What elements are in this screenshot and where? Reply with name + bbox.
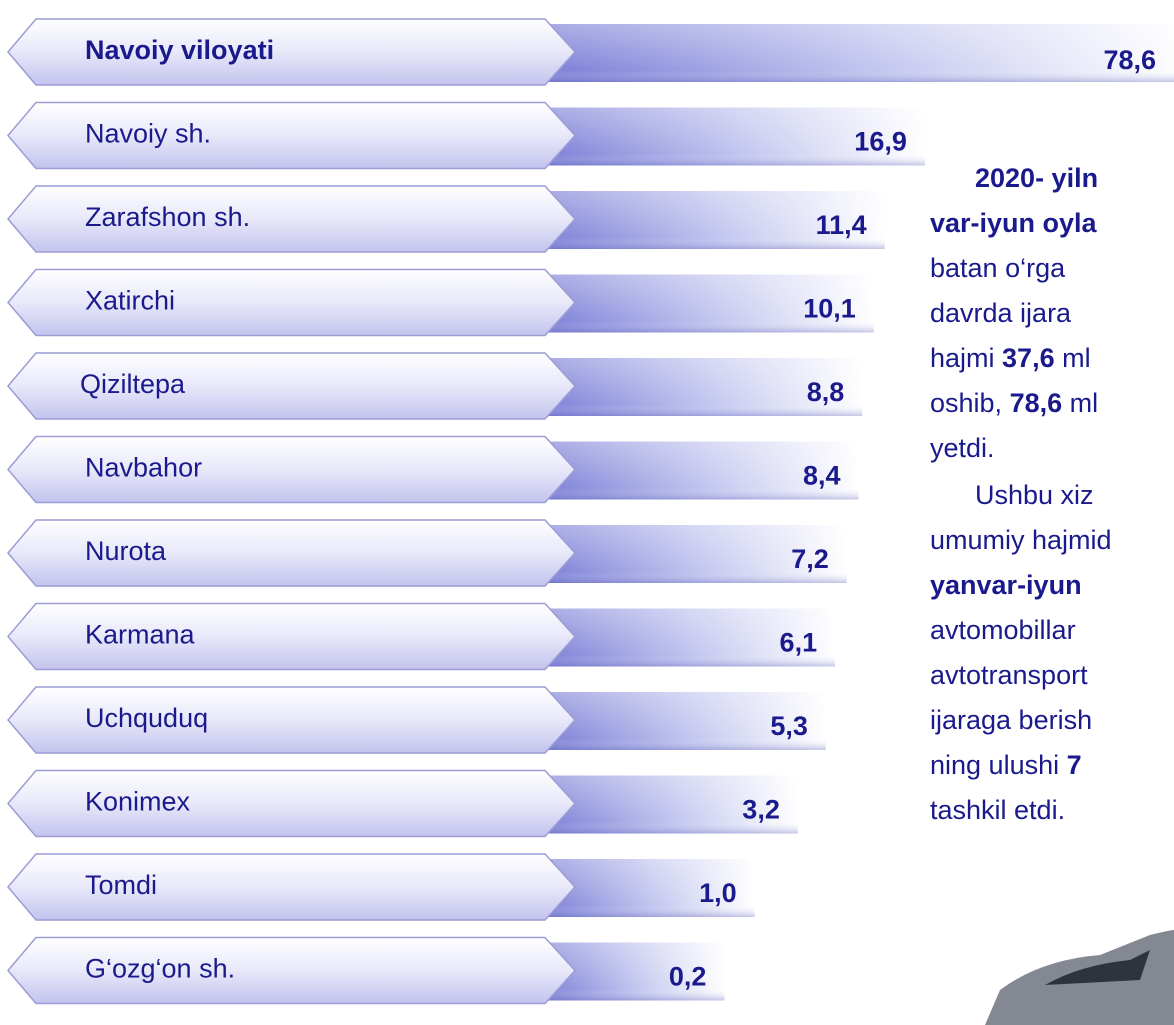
value-label: 8,4 (803, 461, 841, 491)
category-label: Xatirchi (85, 286, 175, 316)
text-segment: 37,6 (1002, 343, 1055, 373)
paragraph-line: oshib, 78,6 ml (930, 388, 1098, 418)
value-label: 16,9 (854, 127, 907, 157)
paragraph-line: hajmi 37,6 ml (930, 343, 1091, 373)
paragraph-line: umumiy hajmid (930, 525, 1112, 555)
value-label: 1,0 (699, 878, 737, 908)
paragraph-line: tashkil etdi. (930, 795, 1065, 825)
value-label: 6,1 (780, 628, 818, 658)
text-segment: Ushbu xiz (975, 480, 1094, 510)
value-label: 0,2 (669, 962, 707, 992)
paragraph-line: ijaraga berish (930, 705, 1092, 735)
paragraph-line: Ushbu xiz (975, 480, 1094, 510)
text-segment: davrda ijara (930, 298, 1072, 328)
paragraph-line: davrda ijara (930, 298, 1072, 328)
text-segment: hajmi (930, 343, 1002, 373)
value-label: 10,1 (803, 294, 856, 324)
paragraph-line: ning ulushi 7 (930, 750, 1082, 780)
value-label: 11,4 (816, 210, 867, 240)
text-segment: ijaraga berish (930, 705, 1092, 735)
chart: Navoiy viloyati 78,6 Navoiy sh. 16,9 Zarafsh… (0, 0, 1174, 1025)
paragraph-line: batan o‘rga (930, 253, 1066, 283)
text-segment: umumiy hajmid (930, 525, 1112, 555)
category-label: Uchquduq (85, 703, 208, 733)
text-segment: tashkil etdi. (930, 795, 1065, 825)
page: Navoiy viloyati 78,6 Navoiy sh. 16,9 Zarafsh… (0, 0, 1174, 1025)
text-segment: ning ulushi (930, 750, 1067, 780)
category-label: G‘ozg‘on sh. (85, 954, 235, 984)
paragraph-line: yetdi. (930, 433, 995, 463)
value-label: 7,2 (791, 544, 829, 574)
text-segment: yanvar-iyun (930, 570, 1082, 600)
text-segment: avtomobillar (930, 615, 1076, 645)
paragraph-line: avtotransport (930, 660, 1088, 690)
value-label: 78,6 (1103, 45, 1156, 75)
paragraph-line: var-iyun oyla (930, 208, 1098, 238)
text-segment: batan o‘rga (930, 253, 1066, 283)
category-label: Navbahor (85, 453, 202, 483)
text-segment: 2020- yiln (975, 163, 1098, 193)
category-label: Karmana (85, 620, 196, 650)
text-segment: yetdi. (930, 433, 995, 463)
paragraph-line: yanvar-iyun (930, 570, 1082, 600)
bar-shade (540, 24, 1174, 82)
category-label: Zarafshon sh. (85, 202, 250, 232)
value-label: 3,2 (742, 795, 780, 825)
category-label: Nurota (85, 536, 167, 566)
category-label: Navoiy sh. (85, 119, 211, 149)
paragraph-line: avtomobillar (930, 615, 1076, 645)
value-label: 5,3 (770, 711, 808, 741)
category-label: Navoiy viloyati (85, 35, 274, 65)
text-segment: var-iyun oyla (930, 208, 1098, 238)
text-segment: 7 (1067, 750, 1082, 780)
text-segment: ml (1062, 388, 1098, 418)
category-label: Tomdi (85, 870, 157, 900)
value-label: 8,8 (807, 377, 845, 407)
text-segment: oshib, (930, 388, 1010, 418)
category-label: Qiziltepa (80, 369, 186, 399)
category-label: Konimex (85, 787, 191, 817)
paragraph-line: 2020- yiln (975, 163, 1098, 193)
text-segment: ml (1055, 343, 1091, 373)
text-segment: 78,6 (1010, 388, 1063, 418)
text-segment: avtotransport (930, 660, 1088, 690)
